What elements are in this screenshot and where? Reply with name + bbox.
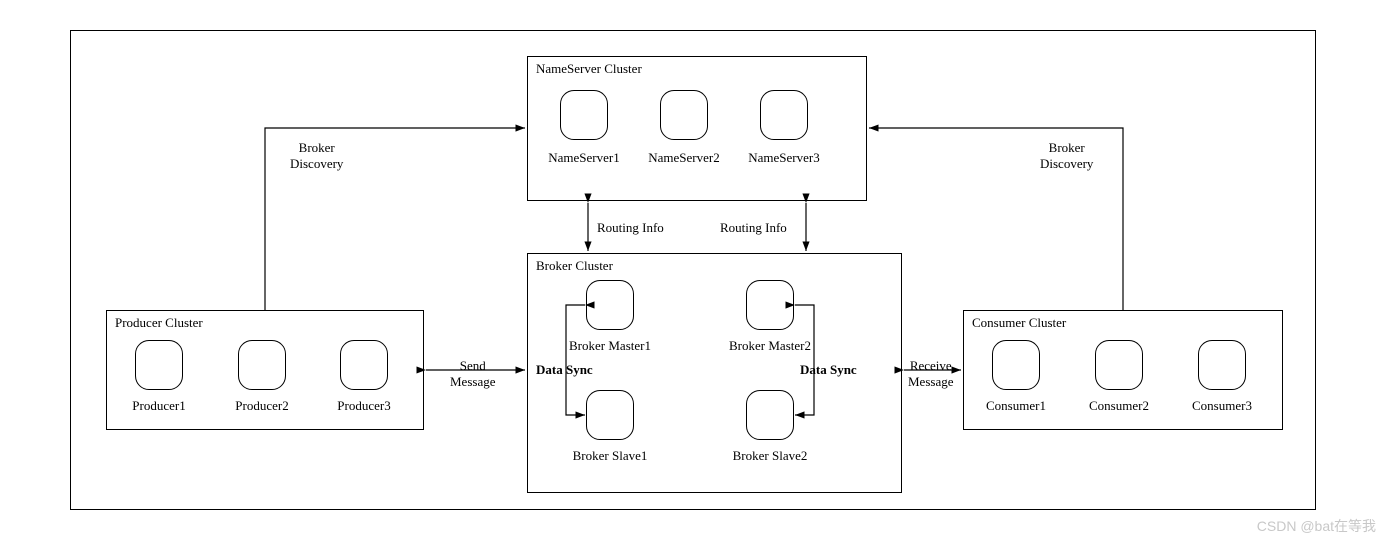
broker-label: Broker Master2 [718,338,822,354]
nameserver-node [560,90,608,140]
broker-cluster-title: Broker Cluster [536,258,613,274]
broker-label: Broker Slave1 [560,448,660,464]
nameserver-label: NameServer1 [536,150,632,166]
producer-node [340,340,388,390]
broker-master-node [586,280,634,330]
broker-slave-node [586,390,634,440]
broker-slave-node [746,390,794,440]
producer-cluster-title: Producer Cluster [115,315,203,331]
broker-label: Broker Master1 [558,338,662,354]
producer-node [238,340,286,390]
routing-info-label-left: Routing Info [597,220,664,236]
broker-master-node [746,280,794,330]
nameserver-node [660,90,708,140]
nameserver-label: NameServer3 [736,150,832,166]
consumer-label: Consumer1 [974,398,1058,414]
broker-discovery-label-left: BrokerDiscovery [290,140,343,172]
nameserver-cluster-title: NameServer Cluster [536,61,642,77]
receive-message-label: ReceiveMessage [908,358,954,390]
consumer-node [1198,340,1246,390]
producer-node [135,340,183,390]
routing-info-label-right: Routing Info [720,220,787,236]
consumer-node [992,340,1040,390]
consumer-label: Consumer2 [1077,398,1161,414]
broker-discovery-label-right: BrokerDiscovery [1040,140,1093,172]
consumer-label: Consumer3 [1180,398,1264,414]
producer-label: Producer1 [118,398,200,414]
producer-label: Producer3 [323,398,405,414]
broker-label: Broker Slave2 [720,448,820,464]
nameserver-label: NameServer2 [636,150,732,166]
consumer-cluster-title: Consumer Cluster [972,315,1066,331]
send-message-label: SendMessage [450,358,496,390]
producer-label: Producer2 [221,398,303,414]
consumer-node [1095,340,1143,390]
data-sync-label: Data Sync [536,362,593,378]
nameserver-node [760,90,808,140]
data-sync-label: Data Sync [800,362,857,378]
watermark: CSDN @bat在等我 [1257,516,1376,536]
